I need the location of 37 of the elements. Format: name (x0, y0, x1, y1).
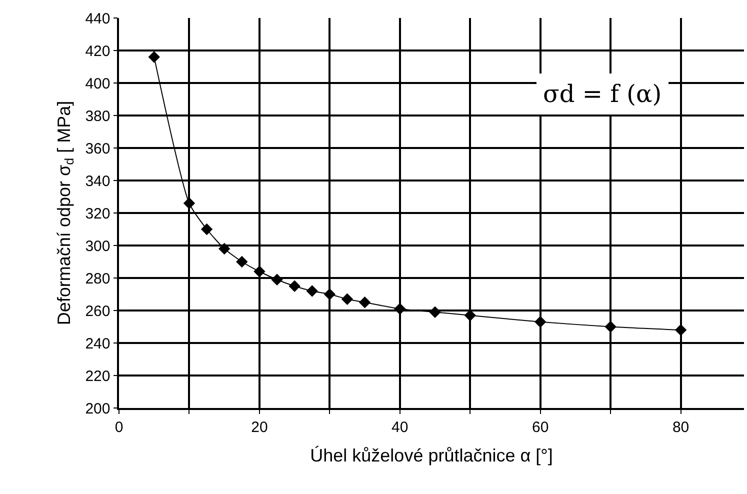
annotation: σd = f (α) (543, 80, 662, 108)
point (183, 197, 196, 210)
point (200, 223, 213, 236)
y-tick-label: 420 (85, 42, 110, 60)
x-tick-label: 20 (251, 418, 268, 436)
y-tick-label: 220 (85, 368, 110, 385)
point (218, 242, 230, 255)
point (341, 293, 354, 305)
y-tick-label: 380 (85, 108, 110, 125)
point (271, 274, 283, 286)
point (236, 256, 248, 268)
y-tick-label: 400 (85, 75, 110, 92)
y-tick-label: 300 (85, 238, 110, 255)
x-tick-label: 60 (532, 418, 549, 436)
y-tick-label: 440 (85, 10, 110, 28)
y-tick-label: 320 (85, 205, 110, 222)
point (604, 320, 616, 333)
y-tick-label: 340 (85, 172, 110, 190)
point (429, 306, 441, 318)
y-tick-label: 260 (85, 302, 110, 320)
y-tick-label: 200 (85, 400, 110, 418)
point (148, 51, 160, 63)
point (288, 280, 300, 292)
x-tick-label: 0 (114, 418, 124, 436)
point (394, 303, 406, 315)
point (324, 288, 336, 300)
x-axis-title: Úhel kůželové průtlačnice α [°] (310, 445, 553, 466)
point (254, 266, 266, 278)
y-tick-label: 360 (85, 140, 110, 158)
x-tick-label: 40 (392, 418, 408, 436)
point (674, 324, 687, 336)
y-tick-label: 240 (85, 335, 110, 352)
point (534, 316, 546, 328)
point (358, 296, 371, 308)
point (306, 285, 318, 297)
y-tick-label: 280 (85, 270, 110, 288)
x-tick-label: 80 (672, 418, 690, 436)
